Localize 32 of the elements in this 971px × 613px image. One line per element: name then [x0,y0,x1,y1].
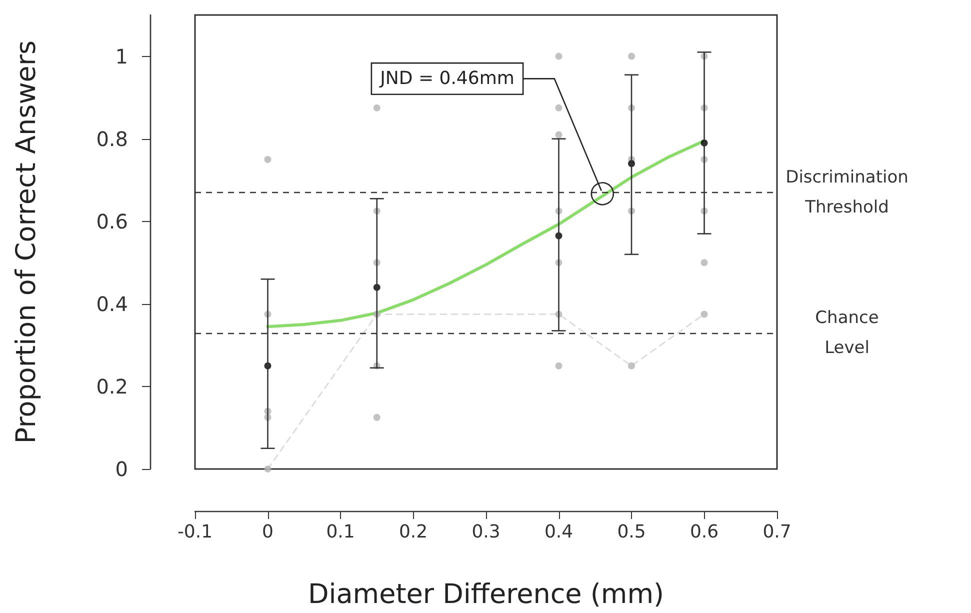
ref-line-label: Discrimination Threshold [786,167,908,218]
point [555,131,562,138]
x-tick-label: 0.1 [326,522,355,542]
x-tick-label: 0 [262,522,274,542]
x-tick-label: 0.3 [472,522,500,542]
point [628,362,635,370]
y-tick-label: 0.8 [96,126,128,151]
y-tick-label: 0.6 [96,209,128,234]
x-tick-label: 0.5 [617,522,646,542]
point [264,156,272,163]
x-tick-label: -0.1 [177,522,213,542]
point [555,104,562,112]
x-tick-label: 0.7 [762,522,792,542]
y-tick-label: 0.2 [96,374,128,398]
point [700,310,708,318]
point [373,104,380,112]
point [555,362,562,370]
x-axis-title: Diameter Difference (mm) [308,579,664,610]
x-tick-label: 0.4 [544,522,574,542]
point [628,52,635,60]
ref-line-label: Chance Level [815,308,879,358]
point [555,52,562,60]
x-tick-label: 0.6 [690,522,719,542]
point [264,466,272,472]
point [373,414,380,421]
y-tick-label: 0.4 [96,292,128,316]
point [700,259,708,266]
y-tick-label: 1 [115,44,128,68]
annotation: JND = 0.46mm [379,68,514,90]
y-tick-label: 0 [115,457,128,481]
x-tick-label: 0.2 [398,522,428,542]
y-axis-title: Proportion of Correct Answers [11,40,42,444]
